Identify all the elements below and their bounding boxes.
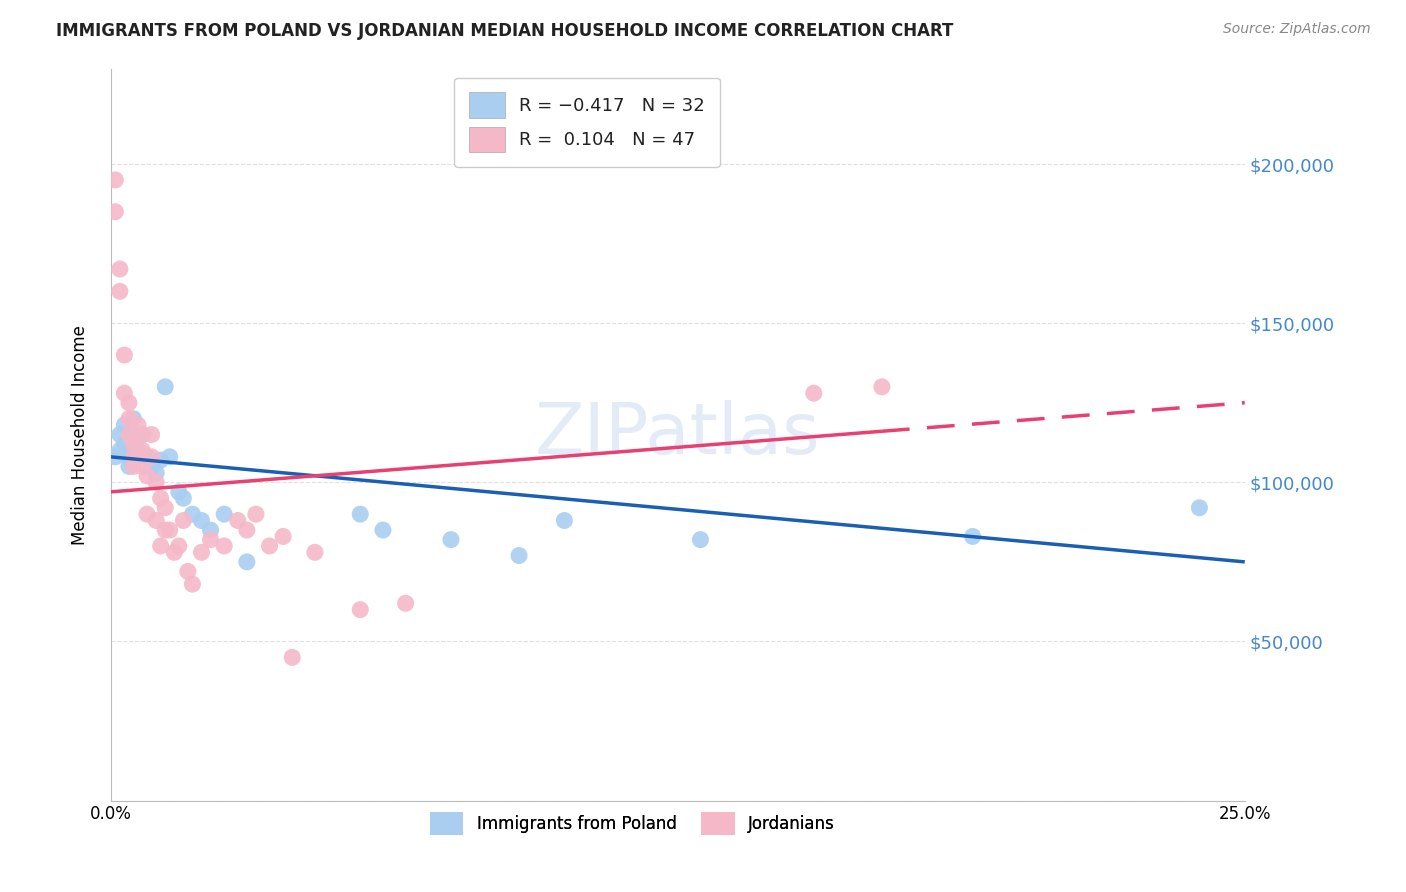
Point [112,348,135,362]
Text: IMMIGRANTS FROM POLAND VS JORDANIAN MEDIAN HOUSEHOLD INCOME CORRELATION CHART: IMMIGRANTS FROM POLAND VS JORDANIAN MEDI… [56,22,953,40]
Point [108,262,131,277]
Legend: Immigrants from Poland, Jordanians: Immigrants from Poland, Jordanians [422,804,844,844]
Point [145,514,167,528]
Point [200,533,222,547]
Point [122,427,145,442]
Point [112,386,135,401]
Point [131,443,153,458]
Point [236,523,259,537]
Point [118,450,141,464]
Point [145,466,167,480]
Point [104,450,127,464]
Point [149,453,172,467]
Point [212,507,235,521]
Point [122,437,145,451]
Point [371,523,394,537]
Point [127,450,149,464]
Point [153,380,176,394]
Point [172,491,194,506]
Point [803,386,825,401]
Point [104,173,127,187]
Point [122,411,145,425]
Point [108,285,131,299]
Point [136,469,159,483]
Point [131,427,153,442]
Point [118,396,141,410]
Point [136,507,159,521]
Point [159,450,181,464]
Point [236,555,259,569]
Point [122,459,145,474]
Point [149,539,172,553]
Point [226,514,249,528]
Point [163,545,186,559]
Point [1188,500,1211,515]
Point [172,514,194,528]
Point [553,514,575,528]
Point [153,523,176,537]
Y-axis label: Median Household Income: Median Household Income [72,325,89,544]
Point [245,507,267,521]
Point [108,427,131,442]
Point [440,533,463,547]
Point [145,475,167,490]
Point [167,484,190,499]
Point [127,443,149,458]
Point [127,417,149,432]
Point [112,437,135,451]
Point [200,523,222,537]
Point [141,450,163,464]
Point [212,539,235,553]
Point [271,529,294,543]
Point [136,450,159,464]
Point [118,411,141,425]
Point [177,565,200,579]
Point [153,500,176,515]
Point [149,491,172,506]
Point [112,417,135,432]
Point [689,533,711,547]
Point [349,507,371,521]
Point [962,529,984,543]
Point [181,577,204,591]
Point [167,539,190,553]
Point [118,427,141,442]
Point [181,507,204,521]
Point [108,443,131,458]
Point [870,380,893,394]
Point [118,459,141,474]
Point [259,539,281,553]
Point [131,459,153,474]
Point [508,549,530,563]
Point [122,450,145,464]
Point [131,427,153,442]
Point [190,514,212,528]
Point [281,650,304,665]
Text: Source: ZipAtlas.com: Source: ZipAtlas.com [1223,22,1371,37]
Point [141,427,163,442]
Point [141,459,163,474]
Point [190,545,212,559]
Point [304,545,326,559]
Point [394,596,416,610]
Text: ZIPatlas: ZIPatlas [534,401,821,469]
Point [159,523,181,537]
Point [349,602,371,616]
Point [104,204,127,219]
